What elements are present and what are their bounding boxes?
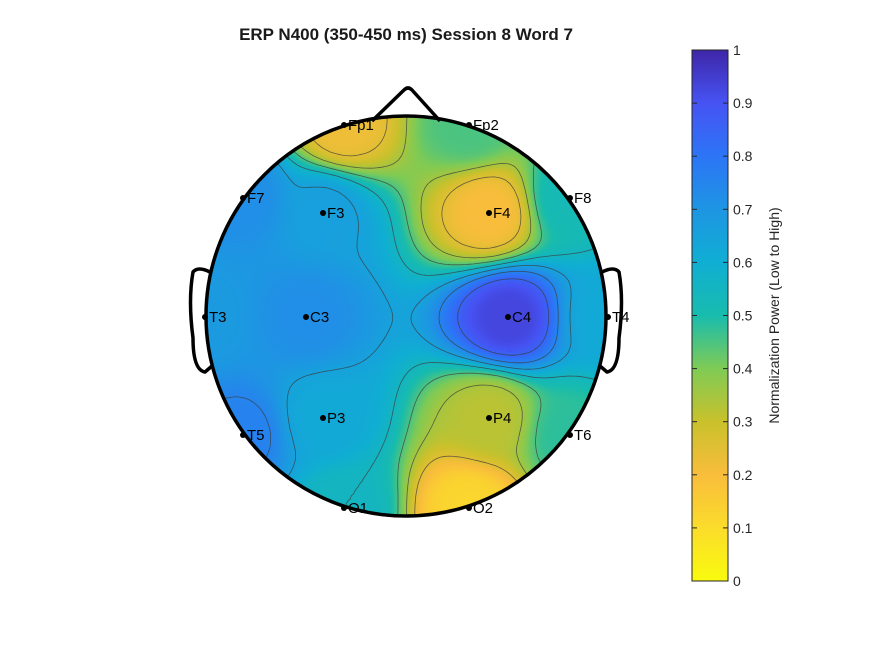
electrode-dot <box>567 432 573 438</box>
colorbar-tick-label: 0.3 <box>733 414 753 430</box>
electrode-dot <box>466 122 472 128</box>
electrode-p4: P4 <box>486 410 511 427</box>
electrode-f8: F8 <box>567 190 592 207</box>
electrode-o2: O2 <box>466 500 493 517</box>
contour-lines <box>206 116 606 516</box>
electrode-label: T3 <box>209 309 227 326</box>
electrode-f7: F7 <box>240 190 265 207</box>
colorbar-label: Normalization Power (Low to High) <box>766 207 782 423</box>
electrode-dot <box>240 195 246 201</box>
topo-map: Fp1 Fp2 F7 F3 F4 F8 T3 C3 C4 T4 T5 P3 P4 T6 O1 O2 <box>188 86 630 518</box>
contour-line-7 <box>457 278 550 356</box>
colorbar-tick-label: 0.2 <box>733 467 753 483</box>
electrode-label: T4 <box>612 309 630 326</box>
colorbar-tick-label: 0.4 <box>733 361 753 377</box>
electrode-label: C4 <box>512 309 531 326</box>
electrode-f4: F4 <box>486 205 511 222</box>
colorbar-tick-label: 0.6 <box>733 254 753 270</box>
colorbar: 0 0.1 0.2 0.3 0.4 0.5 0.6 0.7 0.8 0.9 1 Normalizat… <box>691 42 782 589</box>
electrode-label: O2 <box>473 500 493 517</box>
electrode-label: F4 <box>493 205 511 222</box>
electrode-dot <box>486 210 492 216</box>
electrode-label: Fp2 <box>473 117 499 134</box>
electrode-dot <box>240 432 246 438</box>
colorbar-tick-label: 0.1 <box>733 520 753 536</box>
electrode-c4: C4 <box>505 309 531 326</box>
electrode-dot <box>505 314 511 320</box>
electrode-t6: T6 <box>567 427 592 444</box>
electrode-label: F3 <box>327 205 345 222</box>
electrode-dot <box>303 314 309 320</box>
electrode-fp1: Fp1 <box>341 117 374 134</box>
colorbar-gradient <box>691 49 729 582</box>
electrode-label: T6 <box>574 427 592 444</box>
electrode-dot <box>567 195 573 201</box>
electrode-label: C3 <box>310 309 329 326</box>
electrode-dot <box>320 415 326 421</box>
electrode-o1: O1 <box>341 500 368 517</box>
electrode-label: P4 <box>493 410 511 427</box>
electrode-label: Fp1 <box>348 117 374 134</box>
electrode-t4: T4 <box>605 309 630 326</box>
colorbar-tick-label: 0.5 <box>733 308 753 324</box>
colorbar-tick-label: 0.7 <box>733 201 753 217</box>
electrode-dot <box>341 122 347 128</box>
heatmap-raster <box>206 116 606 516</box>
electrode-dot <box>341 505 347 511</box>
electrode-dot <box>320 210 326 216</box>
electrode-label: F7 <box>247 190 265 207</box>
electrode-label: T5 <box>247 427 265 444</box>
colorbar-tick-label: 0 <box>733 573 741 589</box>
electrode-dot <box>486 415 492 421</box>
colorbar-ticks: 0 0.1 0.2 0.3 0.4 0.5 0.6 0.7 0.8 0.9 1 <box>692 42 753 589</box>
right-ear-outline <box>598 267 624 374</box>
colorbar-tick-label: 1 <box>733 42 741 58</box>
left-ear-outline <box>188 267 214 374</box>
topo-heatmap <box>206 116 606 516</box>
electrode-t3: T3 <box>202 309 227 326</box>
electrode-markers: Fp1 Fp2 F7 F3 F4 F8 T3 C3 C4 T4 T5 P3 P4 T6 O1 O2 <box>202 117 630 517</box>
chart-title: ERP N400 (350-450 ms) Session 8 Word 7 <box>239 25 573 44</box>
electrode-fp2: Fp2 <box>466 117 499 134</box>
electrode-f3: F3 <box>320 205 345 222</box>
colorbar-tick-label: 0.8 <box>733 148 753 164</box>
electrode-p3: P3 <box>320 410 345 427</box>
electrode-dot <box>466 505 472 511</box>
electrode-label: F8 <box>574 190 592 207</box>
electrode-label: O1 <box>348 500 368 517</box>
nose-outline <box>370 86 442 123</box>
electrode-dot <box>202 314 208 320</box>
electrode-label: P3 <box>327 410 345 427</box>
colorbar-tick-label: 0.9 <box>733 95 753 111</box>
electrode-dot <box>605 314 611 320</box>
electrode-c3: C3 <box>303 309 329 326</box>
electrode-t5: T5 <box>240 427 265 444</box>
